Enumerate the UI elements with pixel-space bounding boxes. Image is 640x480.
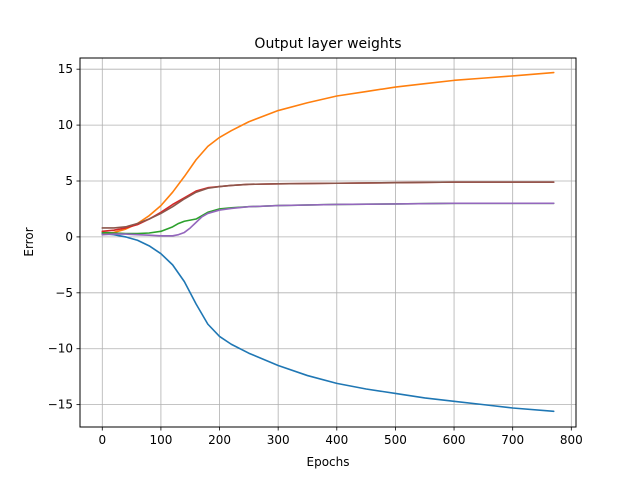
series-lines <box>101 71 555 413</box>
x-tick-label: 500 <box>384 433 407 447</box>
y-tick-label: 5 <box>65 174 73 188</box>
x-tick-label: 800 <box>560 433 583 447</box>
y-tick-label: −15 <box>48 398 73 412</box>
y-tick-label: 15 <box>58 62 73 76</box>
y-axis-label: Error <box>22 227 36 256</box>
y-tick-label: −10 <box>48 342 73 356</box>
chart-title: Output layer weights <box>254 36 401 52</box>
x-tick-label: 300 <box>267 433 290 447</box>
plot-frame <box>79 57 577 428</box>
x-axis-label: Epochs <box>307 455 350 469</box>
y-tick-label: −5 <box>55 286 73 300</box>
x-tick-label: 200 <box>208 433 231 447</box>
series-line-4 <box>101 181 555 233</box>
series-line-6 <box>101 181 555 229</box>
grid <box>80 58 576 427</box>
x-tick-label: 700 <box>501 433 524 447</box>
axis-ticks: 0 100 200 300 400 500 600 700 800 −15 −10 −5 0 5 10 15 <box>48 62 583 447</box>
series-line-5 <box>101 202 555 237</box>
series-line-1 <box>101 232 555 413</box>
y-tick-label: 0 <box>65 230 73 244</box>
x-tick-label: 0 <box>98 433 106 447</box>
x-tick-label: 100 <box>149 433 172 447</box>
x-tick-label: 400 <box>325 433 348 447</box>
series-line-2 <box>101 71 555 236</box>
y-tick-label: 10 <box>58 118 73 132</box>
x-tick-label: 600 <box>443 433 466 447</box>
